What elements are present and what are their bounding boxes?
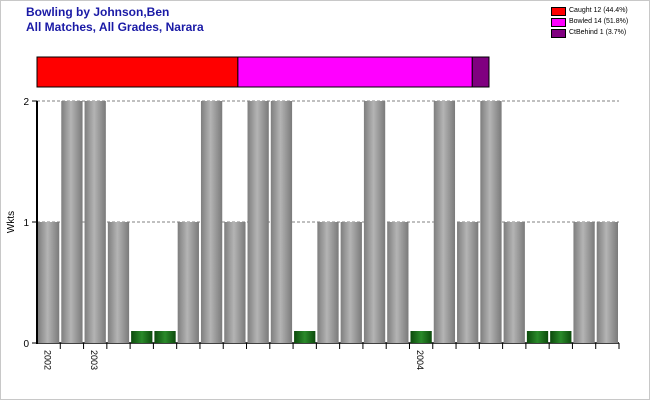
legend-swatch-bowled [551,18,566,27]
summary-segment-bowled [237,56,473,88]
bar-zero [526,331,549,343]
bar-zero [294,331,316,343]
chart-subtitle: All Matches, All Grades, Narara [26,20,204,34]
bar [363,101,386,343]
bar [433,101,456,343]
bar-zero [154,331,176,343]
legend-label-bowled: Bowled 14 (51.8%) [569,18,629,25]
bar [61,101,83,343]
bar-zero [131,331,153,343]
y-tick-label: 0 [23,339,29,350]
bar [503,222,525,343]
bar [38,222,60,343]
legend-label-ctbehind: CtBehind 1 (3.7%) [569,29,627,36]
bar [84,101,106,343]
bar [317,222,339,343]
y-axis-label: Wkts [6,211,17,233]
chart-title: Bowling by Johnson,Ben [26,5,170,19]
y-tick-label: 1 [23,218,29,229]
summary-segment-ctbehind [471,56,490,88]
x-year-label: 2003 [89,350,99,370]
bar [107,222,130,343]
bar [247,101,269,343]
legend-swatch-ctbehind [551,29,566,38]
bar [270,101,293,343]
bar [200,101,223,343]
bar [224,222,246,343]
bar [387,222,409,343]
x-year-label: 2002 [43,350,53,370]
bar [573,222,595,343]
bar [480,101,502,343]
x-year-label: 2004 [415,350,425,370]
y-tick-label: 2 [23,97,29,108]
bar [340,222,362,343]
bar [177,222,199,343]
legend-swatch-caught [551,7,566,16]
bar-zero [550,331,572,343]
bar-zero [410,331,432,343]
bar [596,222,618,343]
bar [457,222,479,343]
summary-segment-caught [36,56,239,88]
legend-label-caught: Caught 12 (44.4%) [569,7,628,14]
